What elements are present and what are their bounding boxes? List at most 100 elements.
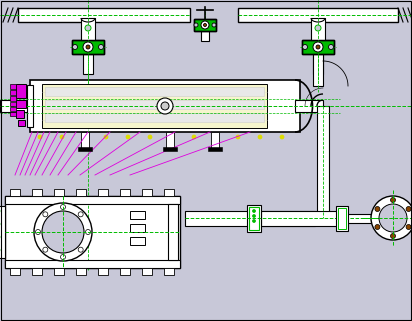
Bar [142,189,152,196]
Bar [76,268,86,275]
Bar [54,268,64,275]
Circle shape [148,135,152,139]
Bar [54,189,64,196]
Circle shape [406,206,411,212]
Bar [336,206,348,231]
Circle shape [379,204,407,232]
Bar [27,85,33,127]
Bar [194,19,216,31]
Circle shape [161,102,169,110]
Bar [249,207,259,230]
Circle shape [82,135,86,139]
Bar [120,268,130,275]
Bar [32,189,42,196]
Bar [261,211,341,226]
Bar [313,54,323,74]
Bar [10,96,16,101]
Circle shape [313,42,323,52]
Bar [83,54,93,74]
Circle shape [406,224,411,230]
Circle shape [86,45,90,49]
Circle shape [60,135,64,139]
Circle shape [35,230,40,235]
Circle shape [391,197,396,203]
Bar [78,147,92,151]
Circle shape [375,206,380,212]
Circle shape [253,220,255,222]
Bar [0,206,5,258]
Bar [10,189,20,196]
Circle shape [371,196,412,240]
Bar [238,8,398,22]
Circle shape [170,135,174,139]
Circle shape [78,212,83,217]
Circle shape [38,135,42,139]
Bar [10,107,16,111]
Circle shape [98,45,103,49]
Bar [185,211,315,226]
Bar [81,132,89,150]
Circle shape [375,224,380,230]
Circle shape [258,135,262,139]
Bar [0,100,30,112]
Circle shape [201,21,209,29]
Circle shape [253,210,255,213]
Bar [163,147,177,151]
Bar [313,54,323,86]
Circle shape [73,45,77,49]
Bar [168,204,178,260]
Circle shape [83,42,93,52]
Bar [130,224,145,232]
Circle shape [194,23,198,27]
Circle shape [34,203,92,261]
Bar [72,40,104,54]
Circle shape [302,45,307,49]
Circle shape [157,98,173,114]
Bar [311,18,325,40]
Bar [45,87,264,96]
Bar [10,112,16,116]
Bar [83,22,93,40]
Circle shape [43,247,48,252]
Bar [45,100,264,109]
Bar [98,189,108,196]
Bar [72,40,104,54]
Circle shape [86,230,91,235]
Bar [166,132,174,150]
Bar [120,189,130,196]
Bar [211,132,219,150]
Bar [201,31,209,41]
Bar [194,19,216,31]
Circle shape [43,212,48,217]
Bar [341,214,371,223]
Bar [16,84,26,98]
Bar [164,268,174,275]
Bar [18,120,25,126]
Circle shape [126,135,130,139]
Bar [317,106,329,218]
Bar [45,113,264,122]
Bar [142,268,152,275]
Bar [10,268,20,275]
Circle shape [253,214,255,218]
Bar [313,22,323,40]
Bar [130,211,145,219]
Bar [32,268,42,275]
Bar [98,268,108,275]
Bar [16,100,26,108]
Bar [10,102,16,106]
Bar [5,260,180,268]
Bar [164,189,174,196]
Bar [130,237,145,245]
Circle shape [204,23,206,27]
Circle shape [391,233,396,239]
Bar [42,84,267,128]
Circle shape [192,135,196,139]
Circle shape [61,255,66,259]
Circle shape [61,204,66,210]
Circle shape [104,135,108,139]
Bar [302,40,334,54]
Bar [16,110,24,118]
Circle shape [42,211,84,253]
Bar [10,84,16,89]
